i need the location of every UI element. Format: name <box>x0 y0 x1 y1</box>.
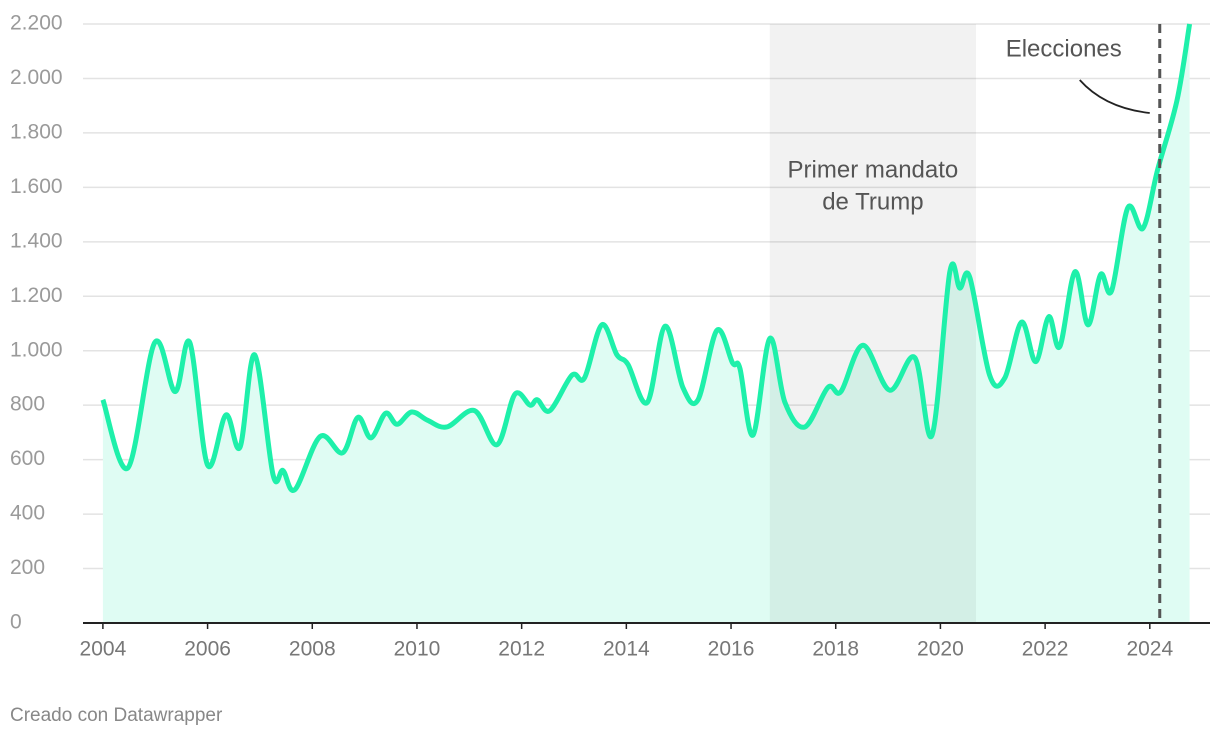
y-tick-label: 1.400 <box>10 229 63 252</box>
x-tick-label: 2010 <box>394 638 441 661</box>
x-tick-label: 2008 <box>289 638 336 661</box>
x-tick-label: 2024 <box>1126 638 1173 661</box>
event-label: Elecciones <box>1006 35 1122 62</box>
y-tick-label: 400 <box>10 502 45 525</box>
x-tick-label: 2018 <box>812 638 859 661</box>
x-tick-label: 2020 <box>917 638 964 661</box>
y-tick-label: 0 <box>10 611 22 634</box>
x-tick-label: 2004 <box>80 638 127 661</box>
y-tick-label: 600 <box>10 447 45 470</box>
x-tick-label: 2016 <box>708 638 755 661</box>
y-tick-label: 800 <box>10 393 45 416</box>
y-tick-label: 1.000 <box>10 338 63 361</box>
y-tick-label: 1.800 <box>10 120 63 143</box>
shaded-range-label: Primer mandato <box>788 156 959 183</box>
y-tick-label: 1.200 <box>10 284 63 307</box>
x-tick-label: 2014 <box>603 638 650 661</box>
y-tick-label: 2.200 <box>10 12 63 35</box>
footer: Creado con Datawrapper <box>10 705 223 726</box>
y-tick-label: 1.600 <box>10 175 63 198</box>
area <box>102 24 1190 623</box>
shaded-range <box>769 24 977 623</box>
event-arrow <box>1079 79 1150 114</box>
line <box>100 23 1193 493</box>
x-tick-label: 2006 <box>184 638 231 661</box>
y-tick-label: 200 <box>10 556 45 579</box>
y-tick-label: 2.000 <box>10 66 63 89</box>
x-tick-label: 2022 <box>1022 638 1069 661</box>
shaded-range-label: de Trump <box>822 188 923 215</box>
x-tick-label: 2012 <box>498 638 545 661</box>
